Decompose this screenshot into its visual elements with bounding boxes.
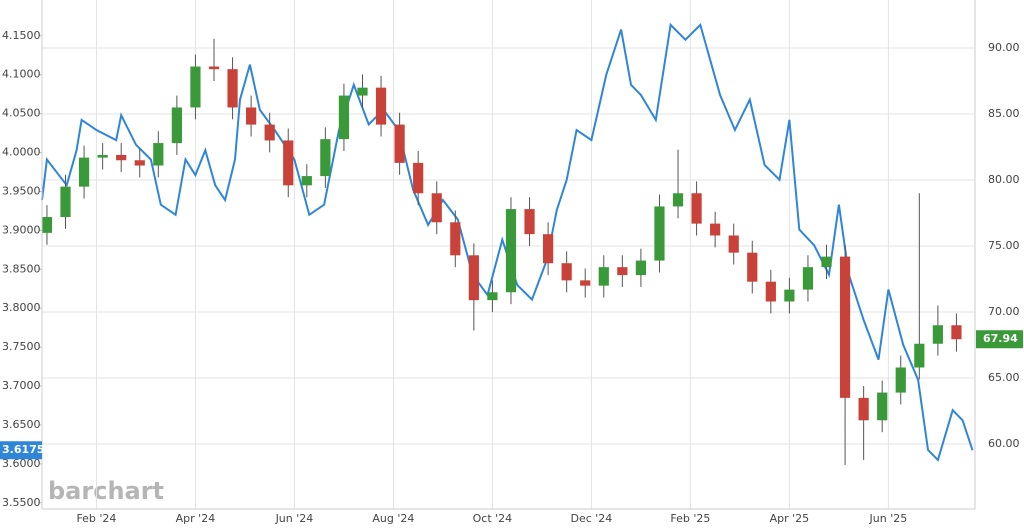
y2-tick-label: 85.00 bbox=[988, 107, 1020, 120]
y-tick-label: 4.1500 bbox=[2, 29, 41, 42]
candle-body bbox=[413, 162, 424, 194]
x-tick-label: Oct '24 bbox=[473, 512, 513, 525]
y2-tick-label: 65.00 bbox=[988, 371, 1020, 384]
candle-body bbox=[858, 397, 869, 421]
candle-body bbox=[134, 160, 145, 166]
candle-body bbox=[821, 256, 832, 268]
x-tick-label: Feb '25 bbox=[670, 512, 710, 525]
candle-body bbox=[914, 343, 925, 368]
candle-body bbox=[672, 193, 684, 207]
y-tick-label: 3.6000 bbox=[2, 457, 41, 470]
candle-body bbox=[765, 281, 776, 302]
candle-body bbox=[505, 209, 517, 293]
candle-body bbox=[301, 176, 312, 186]
line bbox=[41, 22, 974, 462]
candle-body bbox=[895, 367, 906, 393]
y2-tick-label: 75.00 bbox=[988, 239, 1020, 252]
y-tick-label: 3.6500 bbox=[2, 418, 41, 431]
candle-body bbox=[116, 154, 127, 161]
candle-body bbox=[598, 267, 609, 286]
candle-body bbox=[78, 157, 90, 187]
last-value-box bbox=[0, 441, 42, 460]
candle-body bbox=[357, 87, 368, 96]
candle-body bbox=[338, 95, 350, 140]
x-tick-label: Apr '25 bbox=[770, 512, 810, 525]
candle-body bbox=[580, 280, 591, 286]
candle-body bbox=[450, 222, 461, 256]
x-tick-label: Feb '24 bbox=[76, 512, 116, 525]
candle-body bbox=[394, 124, 405, 163]
candle-body bbox=[153, 143, 164, 166]
candle-body bbox=[375, 87, 387, 125]
y2-tick-label: 80.00 bbox=[988, 173, 1020, 186]
y-tick-label: 4.1000 bbox=[2, 68, 41, 81]
y-tick-label: 3.9000 bbox=[2, 223, 41, 236]
candle-body bbox=[431, 193, 442, 223]
candle-body bbox=[60, 186, 71, 218]
last-value-box bbox=[976, 330, 1023, 349]
candle-body bbox=[561, 263, 572, 281]
x-tick-label: Aug '24 bbox=[372, 512, 414, 525]
y-tick-label: 4.0000 bbox=[2, 146, 41, 159]
y2-tick-label: 70.00 bbox=[988, 305, 1020, 318]
y-tick-label: 3.8000 bbox=[2, 301, 41, 314]
x-tick-label: Jun '25 bbox=[869, 512, 908, 525]
candle-body bbox=[802, 267, 814, 290]
x-tick-label: Apr '24 bbox=[176, 512, 216, 525]
y-tick-label: 3.8500 bbox=[2, 262, 41, 275]
y-tick-label: 3.7000 bbox=[2, 379, 41, 392]
candle-body bbox=[487, 292, 498, 301]
candle-body bbox=[320, 139, 331, 177]
candle-body bbox=[468, 255, 479, 301]
candle-body bbox=[264, 124, 275, 141]
candle-body bbox=[839, 256, 851, 398]
candle-body bbox=[524, 209, 535, 235]
last-value-label: 3.6175 bbox=[2, 443, 44, 456]
watermark: barchart bbox=[48, 477, 164, 505]
candle-body bbox=[747, 252, 758, 282]
candle-body bbox=[691, 193, 702, 224]
x-tick-label: Dec '24 bbox=[570, 512, 612, 525]
candle-body bbox=[246, 107, 257, 125]
candle-body bbox=[171, 107, 182, 144]
candle-body bbox=[283, 140, 294, 186]
candle-body bbox=[635, 260, 647, 276]
candle-body bbox=[877, 392, 888, 421]
candle-body bbox=[784, 289, 795, 302]
plot bbox=[41, 22, 974, 466]
y2-tick-label: 90.00 bbox=[988, 41, 1020, 54]
x-tick-label: Jun '24 bbox=[275, 512, 314, 525]
y2-tick-label: 60.00 bbox=[988, 437, 1020, 450]
candle-body bbox=[190, 66, 201, 108]
y-tick-label: 3.5500 bbox=[2, 496, 41, 509]
candle-body bbox=[227, 69, 238, 108]
grid bbox=[42, 0, 975, 509]
y-tick-label: 3.7500 bbox=[2, 340, 41, 353]
candle-body bbox=[97, 154, 108, 158]
candle-body bbox=[710, 223, 721, 236]
candle-body bbox=[932, 325, 943, 344]
candle-body bbox=[654, 206, 665, 261]
candle-body bbox=[208, 66, 220, 70]
y-tick-label: 3.9500 bbox=[2, 184, 41, 197]
candle-body bbox=[41, 217, 53, 233]
candle-body bbox=[542, 234, 554, 264]
last-value-label: 67.94 bbox=[983, 332, 1018, 345]
y-tick-label: 4.0500 bbox=[2, 107, 41, 120]
candle-body bbox=[617, 267, 628, 276]
candle-body bbox=[951, 325, 962, 340]
candle-body bbox=[728, 235, 739, 253]
